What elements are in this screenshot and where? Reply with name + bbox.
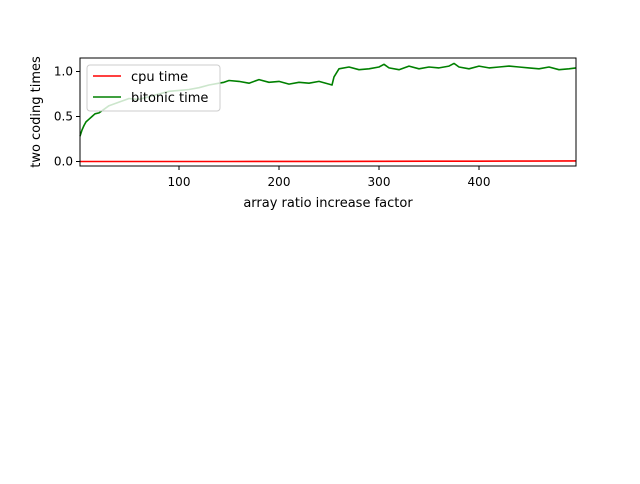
legend: cpu time bitonic time bbox=[86, 64, 221, 112]
x-tick-label: 300 bbox=[368, 175, 391, 189]
y-axis: 0.0 0.5 1.0 bbox=[54, 65, 80, 169]
x-axis-label: array ratio increase factor bbox=[243, 196, 413, 211]
legend-label-bitonic-time: bitonic time bbox=[131, 91, 208, 106]
plot-area-frame bbox=[79, 57, 577, 167]
x-tick-label: 400 bbox=[468, 175, 491, 189]
y-tick-label: 0.0 bbox=[54, 155, 73, 169]
x-axis: 100 200 300 400 bbox=[168, 166, 491, 189]
series-line-cpu-time bbox=[80, 160, 577, 163]
y-tick-label: 1.0 bbox=[54, 65, 73, 79]
x-tick-label: 100 bbox=[168, 175, 191, 189]
y-tick-label: 0.5 bbox=[54, 110, 73, 124]
y-axis-label: two coding times bbox=[29, 56, 44, 168]
x-tick-label: 200 bbox=[268, 175, 291, 189]
legend-label-cpu-time: cpu time bbox=[131, 70, 188, 85]
